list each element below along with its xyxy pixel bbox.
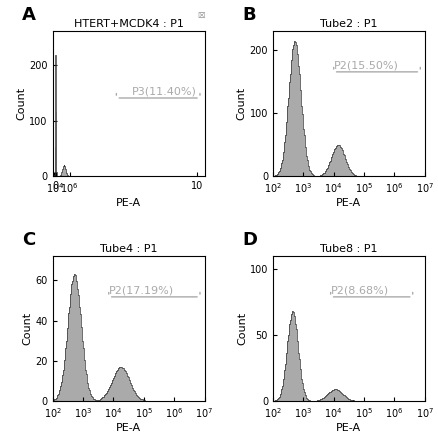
Text: ☒: ☒: [197, 11, 205, 20]
Text: P3(11.40%): P3(11.40%): [131, 87, 197, 96]
Text: B: B: [243, 6, 256, 24]
X-axis label: PE-A: PE-A: [116, 198, 141, 208]
Text: A: A: [22, 6, 36, 24]
Y-axis label: Count: Count: [16, 87, 26, 120]
Title: Tube4 : P1: Tube4 : P1: [100, 244, 157, 254]
X-axis label: PE-A: PE-A: [336, 423, 361, 433]
Title: Tube2 : P1: Tube2 : P1: [320, 19, 378, 29]
X-axis label: PE-A: PE-A: [116, 423, 141, 433]
Y-axis label: Count: Count: [237, 87, 247, 120]
Title: HTERT+MCDK4 : P1: HTERT+MCDK4 : P1: [74, 19, 184, 29]
Y-axis label: Count: Count: [22, 312, 32, 345]
X-axis label: PE-A: PE-A: [336, 198, 361, 208]
Title: Tube8 : P1: Tube8 : P1: [320, 244, 378, 254]
Text: D: D: [243, 231, 258, 249]
Text: C: C: [22, 231, 35, 249]
Text: P2(8.68%): P2(8.68%): [331, 285, 389, 295]
Text: P2(15.50%): P2(15.50%): [334, 60, 399, 70]
Text: P2(17.19%): P2(17.19%): [109, 285, 174, 295]
Y-axis label: Count: Count: [237, 312, 247, 345]
